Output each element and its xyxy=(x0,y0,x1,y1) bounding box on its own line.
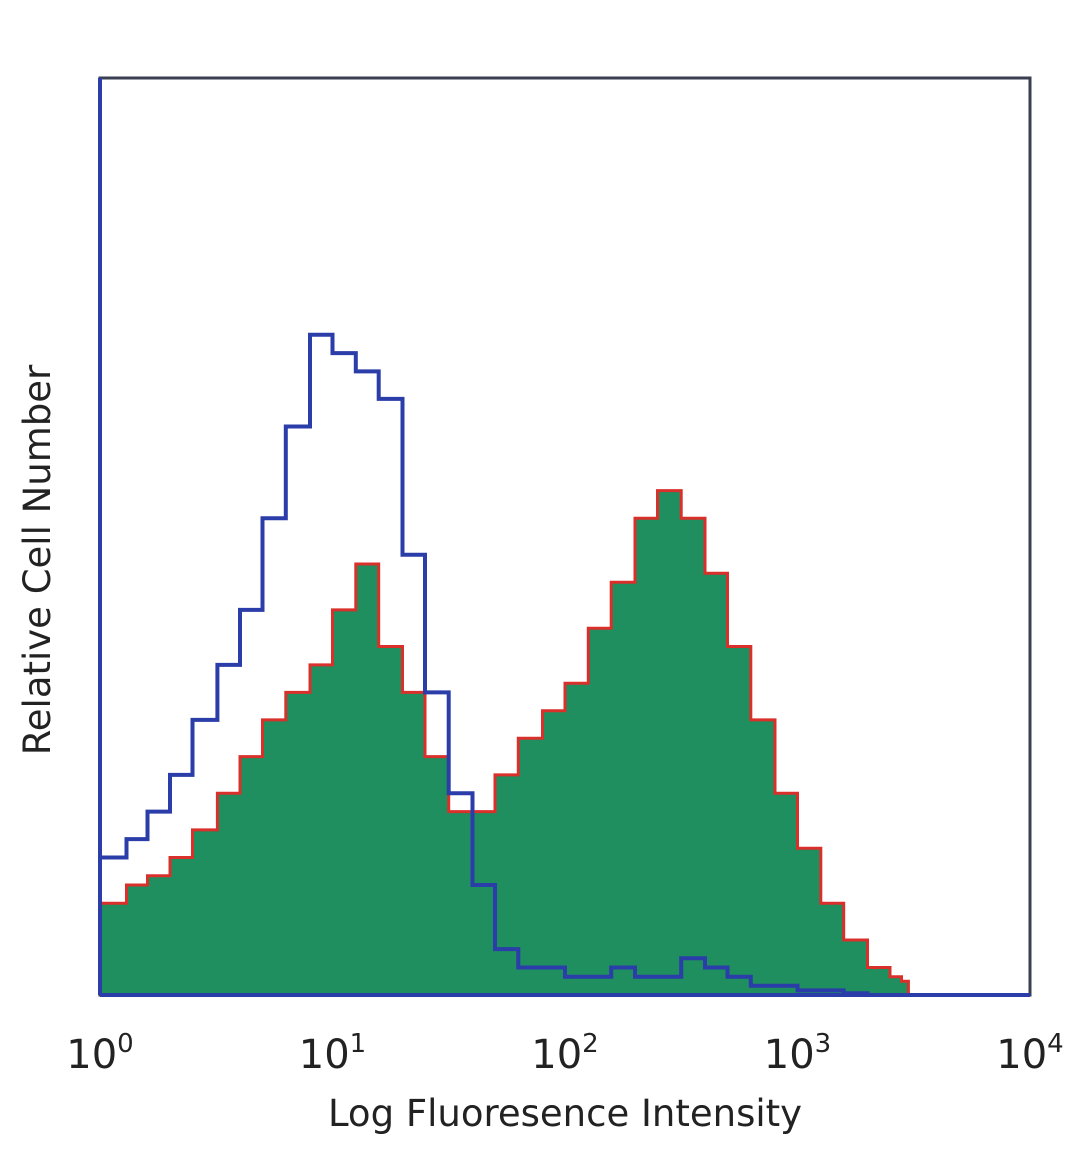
x-tick-label: 101 xyxy=(299,1029,366,1078)
series-0-outline xyxy=(100,489,910,995)
series-0-fill xyxy=(100,490,909,995)
series-1-line xyxy=(100,332,870,996)
x-axis-label: Log Fluoresence Intensity xyxy=(328,1092,802,1135)
x-tick-exponent: 4 xyxy=(1047,1029,1064,1059)
x-tick-base: 10 xyxy=(299,1032,350,1078)
x-tick-label: 100 xyxy=(66,1029,133,1078)
x-tick-base: 10 xyxy=(996,1032,1047,1078)
x-tick-labels: 100 101 102 103 104 xyxy=(66,1029,1063,1078)
x-tick-base: 10 xyxy=(531,1032,582,1078)
x-tick-exponent: 1 xyxy=(350,1029,367,1059)
series-layer xyxy=(100,332,910,996)
x-tick-exponent: 3 xyxy=(815,1029,832,1059)
plot-area xyxy=(98,76,1032,997)
x-tick-base: 10 xyxy=(764,1032,815,1078)
x-tick-base: 10 xyxy=(66,1032,117,1078)
x-tick-exponent: 0 xyxy=(117,1029,134,1059)
x-tick-exponent: 2 xyxy=(582,1029,599,1059)
x-tick-label: 103 xyxy=(764,1029,831,1078)
x-tick-label: 104 xyxy=(996,1029,1063,1078)
y-axis-label: Relative Cell Number xyxy=(16,364,59,755)
x-tick-label: 102 xyxy=(531,1029,598,1078)
